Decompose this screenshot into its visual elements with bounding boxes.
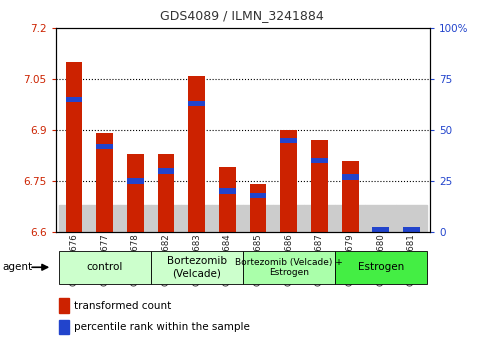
Text: GDS4089 / ILMN_3241884: GDS4089 / ILMN_3241884 bbox=[159, 9, 324, 22]
Bar bbox=[341, 174, 358, 179]
Bar bbox=[403, 227, 420, 233]
Bar bbox=[280, 138, 297, 143]
FancyBboxPatch shape bbox=[58, 251, 151, 284]
Text: Bortezomib
(Velcade): Bortezomib (Velcade) bbox=[167, 256, 227, 278]
Bar bbox=[366, 205, 396, 232]
Bar bbox=[304, 205, 335, 232]
Bar bbox=[96, 133, 113, 232]
Text: percentile rank within the sample: percentile rank within the sample bbox=[74, 322, 250, 332]
Bar bbox=[219, 167, 236, 232]
Bar bbox=[89, 205, 120, 232]
Text: Estrogen: Estrogen bbox=[357, 262, 404, 272]
Bar bbox=[59, 298, 69, 313]
Bar bbox=[219, 188, 236, 194]
Bar bbox=[250, 184, 267, 232]
Bar bbox=[127, 154, 144, 232]
Bar bbox=[396, 205, 427, 232]
Bar bbox=[181, 205, 212, 232]
Bar bbox=[311, 158, 328, 163]
Bar bbox=[157, 154, 174, 232]
Bar bbox=[66, 97, 83, 102]
Bar bbox=[66, 62, 83, 232]
Bar bbox=[59, 320, 69, 334]
Bar bbox=[188, 101, 205, 106]
FancyBboxPatch shape bbox=[335, 251, 427, 284]
Bar bbox=[96, 144, 113, 149]
Bar bbox=[188, 76, 205, 232]
Bar bbox=[250, 193, 267, 198]
Bar bbox=[311, 140, 328, 232]
Bar bbox=[157, 168, 174, 173]
Bar bbox=[127, 178, 144, 184]
Text: agent: agent bbox=[2, 262, 32, 272]
Bar bbox=[341, 161, 358, 232]
FancyBboxPatch shape bbox=[243, 251, 335, 284]
FancyBboxPatch shape bbox=[151, 251, 243, 284]
Bar bbox=[212, 205, 243, 232]
Bar bbox=[120, 205, 151, 232]
Bar bbox=[280, 130, 297, 232]
Text: transformed count: transformed count bbox=[74, 301, 171, 311]
Text: control: control bbox=[86, 262, 123, 272]
Text: Bortezomib (Velcade) +
Estrogen: Bortezomib (Velcade) + Estrogen bbox=[235, 258, 342, 277]
Bar bbox=[243, 205, 273, 232]
Bar bbox=[372, 227, 389, 233]
Bar bbox=[273, 205, 304, 232]
Bar bbox=[151, 205, 181, 232]
Bar bbox=[58, 205, 89, 232]
Bar bbox=[335, 205, 366, 232]
